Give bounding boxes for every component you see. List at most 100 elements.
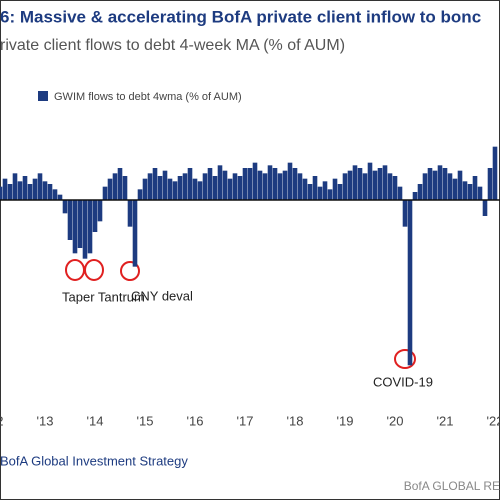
bar [72,200,78,254]
annotation: CNY deval [131,288,193,303]
bar [257,170,263,200]
chart-subtitle: rivate client flows to debt 4-week MA (%… [0,37,345,54]
bar [317,186,323,200]
bar [307,184,313,200]
bar [82,200,88,259]
x-tick-label: '12 [0,413,3,428]
bar [97,200,103,222]
bar [37,173,43,200]
bar [237,176,243,200]
bar [297,173,303,200]
chart-title: 6: Massive & accelerating BofA private c… [0,7,481,26]
bar [492,146,498,200]
bar [417,184,423,200]
bar [177,176,183,200]
x-tick-label: '14 [87,413,104,428]
bar [22,176,28,200]
annotation: Taper Tantrum [62,289,145,304]
bar [362,173,368,200]
bar [442,168,448,200]
bar [117,168,123,200]
bar [12,173,18,200]
bar [17,181,23,200]
bar [77,200,83,248]
bar [437,165,443,200]
bar [402,200,408,227]
bar [312,176,318,200]
source-note: BofA Global Investment Strategy [0,453,188,468]
bar [197,181,203,200]
bar [427,168,433,200]
x-tick-label: '18 [287,413,304,428]
bar [252,162,258,200]
bar [207,168,213,200]
bar [137,189,143,200]
x-tick-label: '17 [237,413,254,428]
bar [267,165,273,200]
bar [332,178,338,200]
bar [382,165,388,200]
bar [422,173,428,200]
bar [322,181,328,200]
bar [202,173,208,200]
bar [482,200,488,216]
bar [282,170,288,200]
bar [302,178,308,200]
bar [262,173,268,200]
x-tick-label: '15 [137,413,154,428]
bar [67,200,73,240]
highlight-circle [120,261,140,281]
bar [462,181,468,200]
highlight-circle [394,349,416,369]
bar [2,178,8,200]
x-tick-label: '19 [337,413,354,428]
highlight-circle [65,259,85,281]
bar [222,170,228,200]
bar [157,176,163,200]
bar [47,184,53,200]
bar [337,184,343,200]
bar [377,168,383,200]
legend-swatch [38,91,48,101]
highlight-circle [84,259,104,281]
bar [392,176,398,200]
bar [487,168,493,200]
bar [32,178,38,200]
bar [127,200,133,227]
bar [352,165,358,200]
bar [142,178,148,200]
bar [62,200,68,214]
bar [7,184,13,200]
bar [92,200,98,232]
bar [367,162,373,200]
bar [347,170,353,200]
bar [457,170,463,200]
bar [477,186,483,200]
bar [172,181,178,200]
bar [192,178,198,200]
bar [272,168,278,200]
bar [277,173,283,200]
bar [122,176,128,200]
bar [447,173,453,200]
bar [187,168,193,200]
bar [232,173,238,200]
annotation: COVID-19 [373,374,433,389]
x-tick-label: '22 [487,413,500,428]
bar [452,178,458,200]
bar [242,168,248,200]
bar [227,178,233,200]
bar [247,168,253,200]
bar [407,200,413,366]
bar [217,165,223,200]
bar [327,189,333,200]
legend-label: GWIM flows to debt 4wma (% of AUM) [54,91,242,103]
x-tick-label: '21 [437,413,454,428]
bar [52,189,58,200]
bar [287,162,293,200]
bar [162,170,168,200]
bar [107,178,113,200]
bar [147,173,153,200]
bar [27,184,33,200]
